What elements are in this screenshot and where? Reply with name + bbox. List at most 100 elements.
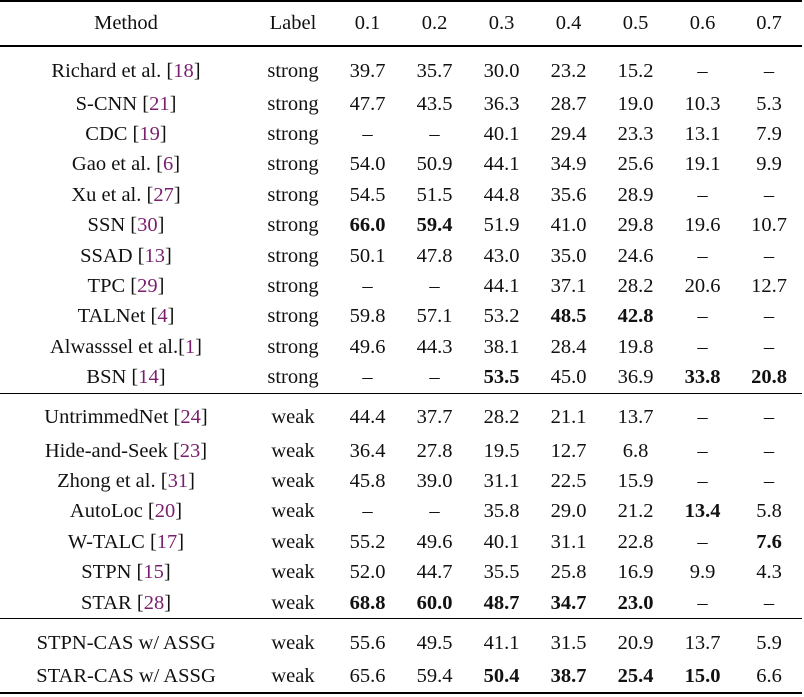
value-cell: 39.7 [334,45,401,89]
column-header-method: Method [0,0,252,46]
label-cell: weak [271,591,315,614]
value-cell: 65.6 [334,661,401,694]
value-cell: 7.9 [756,123,782,146]
value-cell: 48.7 [483,591,520,614]
method-cell: SSAD [13] [0,241,252,271]
method-name: Alwasssel et al.[ [50,335,185,358]
method-cell: Hide-and-Seek [23] [0,436,252,466]
value-cell: – [697,244,708,267]
value-cell: 36.3 [483,92,520,115]
citation-link[interactable]: 18 [173,59,194,82]
label-cell: weak [252,618,334,662]
value-cell: 15.2 [602,45,669,89]
citation-link[interactable]: 23 [179,439,201,462]
value-cell: 29.0 [550,500,587,523]
table-row: STAR [28] weak 68.8 60.0 48.7 34.7 23.0 – – [0,588,802,619]
method-cell: AutoLoc [20] [0,497,252,527]
value-cell: 27.8 [416,439,453,462]
table-row: Richard et al. [18] strong 39.7 35.7 30.0 23.… [0,45,802,89]
citation-link[interactable]: 1 [184,335,196,358]
value-cell: 44.3 [416,335,453,358]
value-cell: 22.5 [550,469,587,492]
value-cell: 55.2 [349,530,386,553]
value-cell: – [669,392,736,436]
value-cell: 34.7 [550,591,587,614]
value-cell: 36.4 [349,439,386,462]
column-header-0-6: 0.6 [669,0,736,46]
value-cell: 10.7 [751,214,787,237]
method-name: UntrimmedNet [ [44,406,181,429]
value-cell: 10.3 [684,92,721,115]
table-body: Richard et al. [18] strong 39.7 35.7 30.0 23.… [0,45,802,694]
value-cell: 39.0 [416,469,453,492]
citation-link[interactable]: 21 [149,92,170,115]
citation-link[interactable]: 31 [167,469,189,492]
citation-bracket: ] [200,439,208,462]
method-name: SSAD [ [80,244,145,267]
table-row: W-TALC [17] weak 55.2 49.6 40.1 31.1 22.8 – 7.6 [0,527,802,557]
citation-link[interactable]: 4 [157,305,168,328]
value-cell: 50.4 [468,661,535,694]
value-cell: 28.7 [550,92,587,115]
value-cell: – [697,591,708,614]
value-cell: 43.5 [416,92,453,115]
table-row: S-CNN [21] strong 47.7 43.5 36.3 28.7 19.0 10.3… [0,89,802,119]
citation-link[interactable]: 6 [163,153,174,176]
citation-bracket: ] [165,244,172,267]
method-name: AutoLoc [ [69,500,155,523]
label-cell: strong [267,275,319,298]
value-cell: 52.0 [349,561,386,584]
value-cell: 23.0 [617,591,654,614]
value-cell: 50.1 [349,244,386,267]
label-cell: weak [252,661,334,694]
value-cell: 40.1 [483,530,520,553]
value-cell: – [763,469,775,492]
value-cell: 35.0 [550,244,587,267]
citation-bracket: ] [157,214,165,237]
value-cell: – [362,366,373,389]
value-cell: 54.0 [349,153,386,176]
citation-link[interactable]: 29 [137,275,158,298]
value-cell: 5.8 [756,500,782,523]
value-cell: 41.1 [468,618,535,662]
value-cell: – [763,335,775,358]
value-cell: 47.8 [416,244,453,267]
value-cell: 59.4 [416,214,453,237]
citation-link[interactable]: 20 [154,500,176,523]
value-cell: – [697,439,708,462]
citation-bracket: ] [164,591,172,614]
citation-bracket: ] [167,305,175,328]
citation-link[interactable]: 27 [153,183,174,206]
citation-link[interactable]: 17 [156,530,178,553]
table-row: Xu et al. [27] strong 54.5 51.5 44.8 35.6 28.9… [0,180,802,210]
value-cell: 5.9 [736,618,802,662]
citation-link[interactable]: 30 [137,214,158,237]
citation-link[interactable]: 24 [180,406,201,429]
method-cell: UntrimmedNet [24] [0,392,252,436]
label-cell: weak [271,561,315,584]
table-row: STAR-CAS w/ ASSG weak 65.6 59.4 50.4 38.7 25.4… [0,661,802,694]
label-cell: strong [267,305,319,328]
citation-link[interactable]: 13 [144,244,166,267]
citation-link[interactable]: 14 [138,366,159,389]
column-header-0-2: 0.2 [401,0,468,46]
method-name: CDC [ [85,123,140,146]
value-cell: 6.8 [622,439,649,462]
citation-link[interactable]: 19 [139,123,160,146]
citation-link[interactable]: 28 [143,591,165,614]
value-cell: 35.8 [483,500,520,523]
value-cell: 35.6 [550,183,587,206]
value-cell: 20.8 [751,366,787,389]
column-header-0-7: 0.7 [736,0,802,46]
table-row: SSAD [13] strong 50.1 47.8 43.0 35.0 24.6 – – [0,241,802,271]
table-row: SSN [30] strong 66.0 59.4 51.9 41.0 29.8 19.6 10… [0,211,802,241]
citation-link[interactable]: 15 [143,561,164,584]
method-name: STPN [ [81,561,144,584]
value-cell: 37.1 [550,275,587,298]
value-cell: 16.9 [617,561,654,584]
value-cell: 45.8 [349,469,386,492]
value-cell: 47.7 [349,92,386,115]
value-cell: – [429,275,440,298]
value-cell: 48.5 [550,305,587,328]
